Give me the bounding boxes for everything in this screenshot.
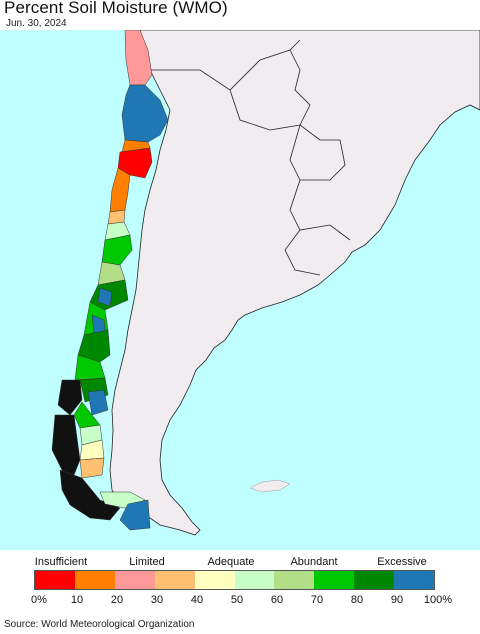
region-90-100-tierra	[119, 499, 151, 531]
region-90-100-d	[87, 389, 109, 416]
legend-swatch-40-50	[194, 571, 235, 589]
falkland-islands	[249, 479, 291, 493]
legend-tick: 50	[230, 594, 244, 606]
legend-swatch-0-10	[35, 571, 75, 589]
neighbor-land	[109, 30, 480, 536]
region-90-100-mid	[97, 287, 113, 307]
legend-tick: 40	[190, 594, 204, 606]
chile-soil-moisture	[51, 30, 169, 531]
region-80-90-b	[77, 329, 111, 363]
legend-category-insufficient: Insufficient	[34, 556, 88, 568]
legend-tick: 20	[110, 594, 124, 606]
legend-swatch-10-20	[74, 571, 115, 589]
legend-tick: 0%	[31, 594, 47, 606]
legend-tick: 10	[70, 594, 84, 606]
legend-tick: 80	[350, 594, 364, 606]
legend-category-adequate: Adequate	[207, 556, 255, 568]
legend-swatch-80-90	[354, 571, 395, 589]
legend-swatch-90-100	[394, 571, 435, 589]
region-30-40-south	[79, 457, 105, 479]
region-fjords-black-tip	[59, 469, 121, 521]
legend-tick: 30	[150, 594, 164, 606]
region-30-40	[107, 209, 126, 225]
legend-swatch-20-30	[114, 571, 155, 589]
legend-swatch-60-70	[274, 571, 315, 589]
soil-moisture-map	[0, 30, 480, 550]
legend-tick: 60	[270, 594, 284, 606]
region-90-100-north	[121, 84, 169, 143]
legend-color-bar	[34, 570, 435, 590]
legend-category-limited: Limited	[129, 556, 165, 568]
legend-swatch-70-80	[314, 571, 355, 589]
region-20-30	[124, 30, 153, 86]
region-fjords-black	[57, 379, 83, 416]
legend-tick: 70	[310, 594, 324, 606]
legend-tick: 90	[390, 594, 404, 606]
country-borders	[150, 39, 351, 276]
map-title: Percent Soil Moisture (WMO)	[4, 0, 228, 17]
region-70-80-a	[101, 234, 133, 266]
legend-swatch-30-40	[154, 571, 195, 589]
map-svg	[0, 30, 480, 550]
legend-category-abundant: Abundant	[290, 556, 338, 568]
map-date: Jun. 30, 2024	[6, 18, 67, 29]
legend-tick: 100%	[423, 594, 453, 606]
legend-swatch-50-60	[234, 571, 275, 589]
legend: Insufficient Limited Adequate Abundant E…	[0, 550, 480, 614]
legend-category-excessive: Excessive	[377, 556, 427, 568]
source-credit: Source: World Meteorological Organizatio…	[4, 619, 195, 630]
